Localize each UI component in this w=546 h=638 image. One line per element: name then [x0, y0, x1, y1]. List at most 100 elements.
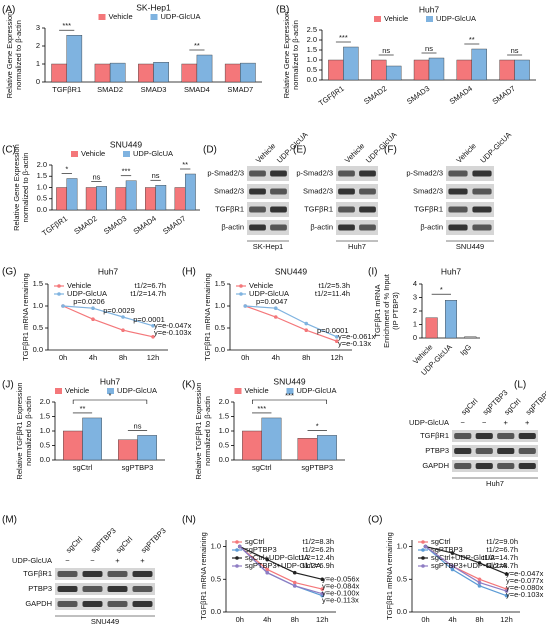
x-tick-label: SMAD7	[227, 85, 253, 94]
blot-band	[338, 188, 355, 195]
bar	[56, 187, 67, 211]
chart-title: SK-Hep1	[136, 2, 171, 12]
point	[304, 328, 309, 333]
bar	[445, 300, 458, 339]
bar	[240, 62, 256, 83]
treatment-label: UDP-GlcUA	[12, 556, 52, 565]
panel-label: (F)	[384, 145, 397, 156]
lane-label: Vehicle	[343, 141, 366, 164]
lane-label: sgCtrl	[114, 534, 134, 554]
point	[450, 564, 455, 568]
blot-band	[475, 433, 493, 439]
x-tick-label: SMAD7	[491, 84, 517, 106]
y-tick-label: 2.0	[37, 160, 47, 169]
row-label: p-Smad2/3	[296, 168, 333, 177]
bar	[317, 435, 337, 461]
legend-label: Vehicle	[109, 12, 133, 21]
row-label: TGFβR1	[215, 204, 244, 213]
y-tick-label: 0.0	[33, 345, 43, 354]
panel-label: (A)	[2, 5, 15, 16]
y-tick-label: 1.5	[219, 411, 229, 420]
x-tick-label: TGFβR1	[52, 85, 81, 94]
x-tick-label: 8h	[291, 615, 299, 624]
series-line	[245, 305, 337, 342]
sig-bracket	[72, 399, 148, 404]
y-tick-label: 2.5	[307, 25, 317, 34]
point	[91, 317, 95, 322]
series-line	[425, 545, 507, 575]
x-tick-label: 0h	[241, 353, 249, 362]
bar	[82, 417, 102, 461]
bar	[96, 186, 107, 211]
panel-label: (M)	[2, 515, 17, 526]
bar	[297, 438, 318, 461]
row-label: Smad2/3	[303, 186, 333, 195]
y-tick-label: 0.0	[37, 205, 47, 214]
row-label: PTBP3	[425, 446, 449, 455]
y-tick-label: 0.5	[307, 65, 317, 74]
legend-label: UDP-GlcUA	[249, 289, 289, 298]
y-tick-label: 0.5	[219, 440, 229, 449]
y-tick-label: 1.0	[307, 55, 317, 64]
row-label: β-actin	[310, 222, 333, 231]
blot-band	[249, 206, 266, 213]
panel-label: (N)	[182, 515, 196, 526]
point	[423, 544, 428, 549]
legend-label: Vehicle	[249, 281, 273, 290]
sig-label: *	[65, 164, 68, 173]
legend-label: UDP-GlcUA	[161, 12, 201, 21]
bar	[196, 54, 213, 83]
blot-strip	[452, 445, 538, 457]
legend-swatch	[98, 14, 106, 20]
blot-band	[107, 601, 128, 607]
x-tick-label: SMAD3	[102, 214, 128, 236]
blot-band	[472, 188, 492, 195]
x-tick-label: sgPTBP3	[301, 463, 333, 472]
row-label: TGFβR1	[23, 569, 52, 578]
blot-band	[270, 206, 287, 213]
series-line	[245, 305, 337, 338]
y-tick-label: 1.0	[219, 426, 229, 435]
legend-swatch	[55, 388, 62, 394]
x-tick-label: 0h	[236, 615, 244, 624]
treatment-sign: −	[65, 556, 70, 565]
y-tick-label: 1.5	[37, 171, 47, 180]
half-life: t1/2=6.7h	[487, 545, 519, 554]
blot-band	[475, 448, 493, 454]
lane-label: sgPTBP3	[524, 388, 546, 417]
y-tick-label: 3	[413, 292, 417, 301]
panel-label: (B)	[276, 5, 289, 16]
y-axis-label: normalized to β-actin	[203, 396, 212, 466]
bar	[425, 317, 438, 339]
y-tick-label: 1	[413, 319, 417, 328]
y-axis-label: Relative Gene Expression	[5, 12, 14, 99]
point	[477, 561, 482, 565]
legend-label: sgCtrl	[431, 537, 451, 546]
p-value: p=0.0001	[317, 326, 349, 335]
sig-label: **	[194, 41, 200, 50]
row-label: Smad2/3	[413, 186, 443, 195]
treatment-label: UDP-GlcUA	[409, 418, 449, 427]
panel-label: (H)	[182, 267, 196, 278]
sig-label: *	[109, 391, 112, 400]
blot-strip	[55, 598, 155, 610]
blot-strip	[446, 220, 494, 235]
series-line	[239, 546, 323, 590]
legend-marker	[57, 292, 61, 296]
point	[450, 567, 455, 572]
x-tick-label: SMAD3	[141, 85, 167, 94]
cell-label: SK-Hep1	[253, 242, 283, 251]
point	[273, 306, 278, 311]
blot-strip	[247, 202, 289, 217]
blot-band	[132, 571, 153, 577]
point	[504, 589, 509, 593]
blot-band	[454, 463, 472, 469]
half-life: t1/2=14.7h	[130, 289, 166, 298]
y-tick-label: 2.0	[219, 397, 229, 406]
half-life: t1/2=12.4h	[298, 553, 334, 562]
y-axis-label: (IP PTBP3)	[391, 292, 400, 330]
blot-band	[249, 170, 266, 177]
y-tick-label: 1.0	[215, 301, 225, 310]
legend-label: sgPTBP3	[245, 545, 277, 554]
y-axis-label: TGFβR1 mRNA remaining	[385, 532, 394, 620]
